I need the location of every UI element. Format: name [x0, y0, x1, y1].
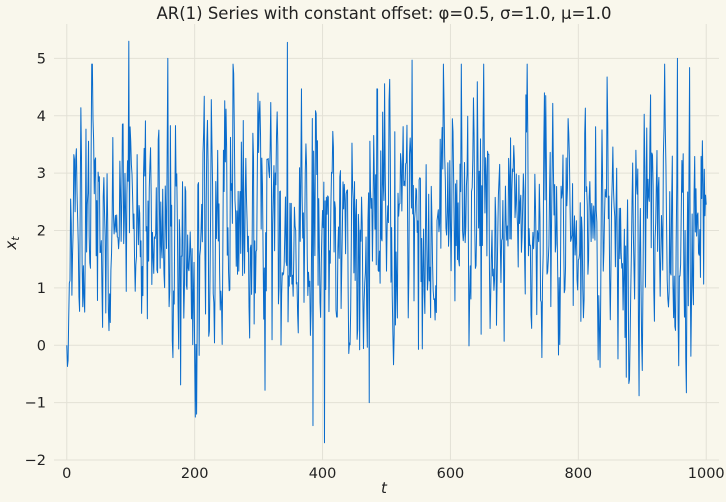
y-tick-label: 4: [37, 109, 46, 125]
svg-text:xt: xt: [2, 236, 22, 251]
x-axis-label: t: [381, 479, 388, 497]
y-tick-label: 1: [37, 281, 46, 297]
y-tick-label: 5: [37, 51, 46, 67]
x-axis: 0 200 400 600 800 1000: [62, 466, 724, 482]
x-tick-label: 800: [564, 466, 592, 482]
grid: [54, 24, 719, 461]
y-axis-label-group: xt: [2, 236, 22, 251]
x-tick-label: 600: [437, 466, 465, 482]
x-tick-label: 400: [309, 466, 337, 482]
y-tick-label: 2: [37, 224, 46, 240]
y-axis-label: x: [2, 241, 20, 251]
chart-title: AR(1) Series with constant offset: φ=0.5…: [156, 4, 611, 23]
y-tick-label: 0: [37, 338, 46, 354]
x-tick-label: 1000: [688, 466, 725, 482]
series-line: [66, 40, 707, 444]
y-tick-label: −2: [25, 453, 46, 469]
series-path: [66, 40, 707, 444]
y-tick-label: 3: [37, 166, 46, 182]
x-tick-label: 0: [62, 466, 71, 482]
x-tick-label: 200: [181, 466, 209, 482]
y-axis: −2 −1 0 1 2 3 4 5: [25, 51, 46, 469]
y-tick-label: −1: [25, 396, 46, 412]
y-axis-label-subscript: t: [9, 236, 22, 241]
